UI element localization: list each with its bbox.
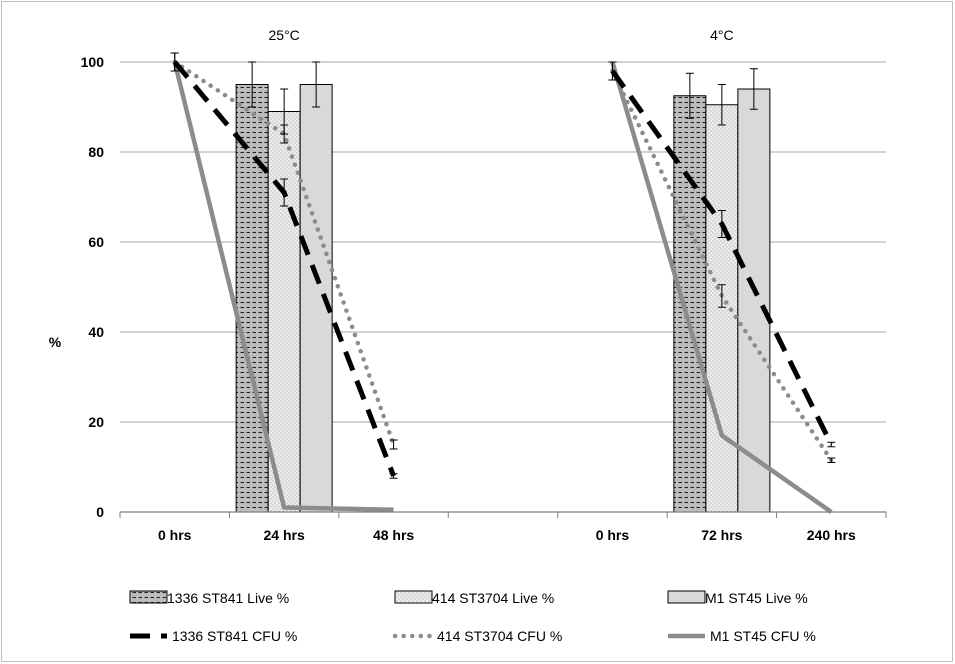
x-tick-label: 240 hrs bbox=[807, 527, 856, 543]
error-bars bbox=[170, 52, 836, 479]
legend-item-live-1: 1336 ST841 Live % bbox=[129, 590, 289, 606]
y-tick-label: 80 bbox=[88, 144, 104, 160]
line-error-bar bbox=[827, 441, 836, 448]
bar bbox=[705, 104, 739, 513]
x-axis: 0 hrs 24 hrs 48 hrs 0 hrs 72 hrs 240 hrs bbox=[119, 511, 887, 543]
y-tick-label: 100 bbox=[81, 54, 105, 70]
line-error-bar bbox=[827, 457, 836, 463]
legend-label: 414 ST3704 CFU % bbox=[437, 628, 562, 644]
legend-label: 1336 ST841 CFU % bbox=[172, 628, 297, 644]
panel-title: 25°C bbox=[269, 27, 300, 43]
bar-error-bar bbox=[248, 61, 257, 108]
bars bbox=[235, 84, 771, 513]
cfu-line bbox=[172, 61, 394, 513]
bar bbox=[235, 84, 269, 513]
line-error-bar bbox=[170, 52, 179, 72]
bar bbox=[673, 95, 707, 513]
legend-label: M1 ST45 CFU % bbox=[710, 628, 816, 644]
bar-error-bar bbox=[749, 68, 758, 110]
legend-swatch bbox=[394, 590, 433, 604]
legend: 1336 ST841 Live % 414 ST3704 Live % M1 ST4… bbox=[129, 590, 816, 644]
legend-item-cfu-1: 1336 ST841 CFU % bbox=[130, 628, 297, 644]
line-error-bar bbox=[389, 473, 398, 479]
y-tick-label: 0 bbox=[96, 504, 104, 520]
x-tick-label: 0 hrs bbox=[596, 527, 630, 543]
line-error-bar bbox=[717, 284, 726, 308]
x-tick-label: 0 hrs bbox=[158, 527, 192, 543]
legend-item-cfu-2: 414 ST3704 CFU % bbox=[392, 628, 562, 644]
line-error-bar bbox=[717, 210, 726, 238]
panel-titles: 25°C 4°C bbox=[269, 27, 734, 43]
line-error-bar bbox=[280, 178, 289, 207]
line-error-bar bbox=[608, 61, 617, 81]
x-tick-label: 48 hrs bbox=[373, 527, 414, 543]
y-tick-label: 20 bbox=[88, 414, 104, 430]
x-tick-label: 24 hrs bbox=[264, 527, 305, 543]
line-error-bar bbox=[389, 439, 398, 450]
bar-error-bar bbox=[717, 84, 726, 126]
bar bbox=[267, 111, 301, 513]
bar-error-bar bbox=[685, 72, 694, 119]
bar bbox=[737, 88, 771, 513]
legend-swatch bbox=[129, 590, 168, 604]
y-tick-label: 60 bbox=[88, 234, 104, 250]
legend-label: M1 ST45 Live % bbox=[705, 590, 808, 606]
bar-error-bar bbox=[312, 61, 321, 108]
legend-item-live-2: 414 ST3704 Live % bbox=[394, 590, 554, 606]
cfu-line bbox=[610, 61, 833, 514]
legend-swatch bbox=[667, 590, 706, 604]
y-axis: 0 20 40 60 80 100% bbox=[49, 54, 104, 520]
line-error-bar bbox=[280, 124, 289, 144]
y-tick-label: 40 bbox=[88, 324, 104, 340]
legend-item-live-3: M1 ST45 Live % bbox=[667, 590, 808, 606]
legend-item-cfu-3: M1 ST45 CFU % bbox=[668, 628, 816, 644]
panel-title: 4°C bbox=[710, 27, 734, 43]
y-axis-label: % bbox=[49, 334, 62, 350]
legend-label: 1336 ST841 Live % bbox=[167, 590, 289, 606]
legend-label: 414 ST3704 Live % bbox=[432, 590, 554, 606]
x-tick-label: 72 hrs bbox=[701, 527, 742, 543]
